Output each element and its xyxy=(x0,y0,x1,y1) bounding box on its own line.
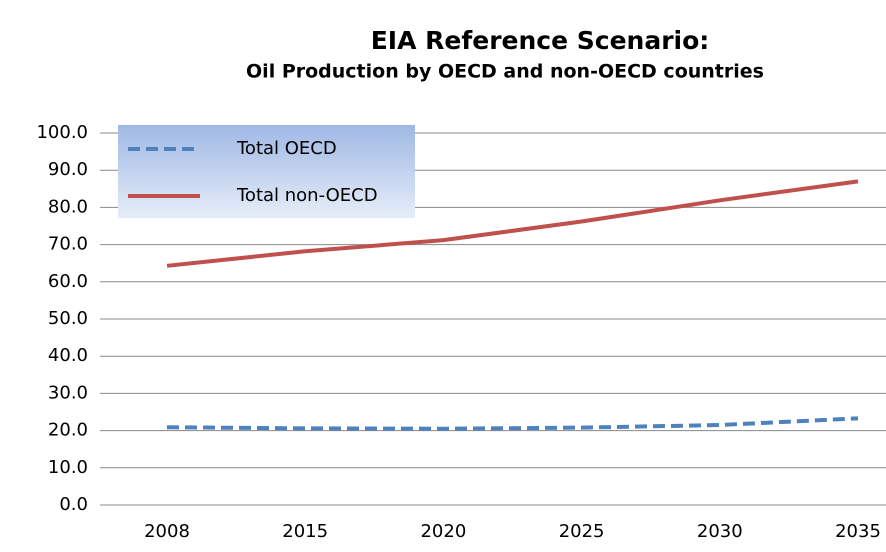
legend-box xyxy=(118,125,415,218)
x-tick-label: 2035 xyxy=(835,521,881,542)
y-tick-label: 70.0 xyxy=(48,234,88,255)
x-tick-label: 2008 xyxy=(144,521,190,542)
y-tick-label: 40.0 xyxy=(48,345,88,366)
y-tick-label: 10.0 xyxy=(48,457,88,478)
legend-label: Total OECD xyxy=(236,138,337,159)
x-tick-label: 2015 xyxy=(282,521,328,542)
y-tick-label: 80.0 xyxy=(48,196,88,217)
series-line xyxy=(166,416,859,431)
y-tick-label: 90.0 xyxy=(48,159,88,180)
x-tick-label: 2030 xyxy=(697,521,743,542)
y-tick-label: 50.0 xyxy=(48,308,88,329)
y-tick-label: 60.0 xyxy=(48,271,88,292)
y-tick-label: 100.0 xyxy=(36,122,88,143)
x-tick-label: 2020 xyxy=(420,521,466,542)
y-tick-label: 20.0 xyxy=(48,420,88,441)
x-tick-label: 2025 xyxy=(559,521,605,542)
y-tick-label: 0.0 xyxy=(59,494,88,515)
chart-title: EIA Reference Scenario: xyxy=(371,26,710,55)
chart-subtitle: Oil Production by OECD and non-OECD coun… xyxy=(246,61,764,83)
y-tick-label: 30.0 xyxy=(48,382,88,403)
series-line xyxy=(166,179,859,268)
legend-label: Total non-OECD xyxy=(236,185,378,206)
